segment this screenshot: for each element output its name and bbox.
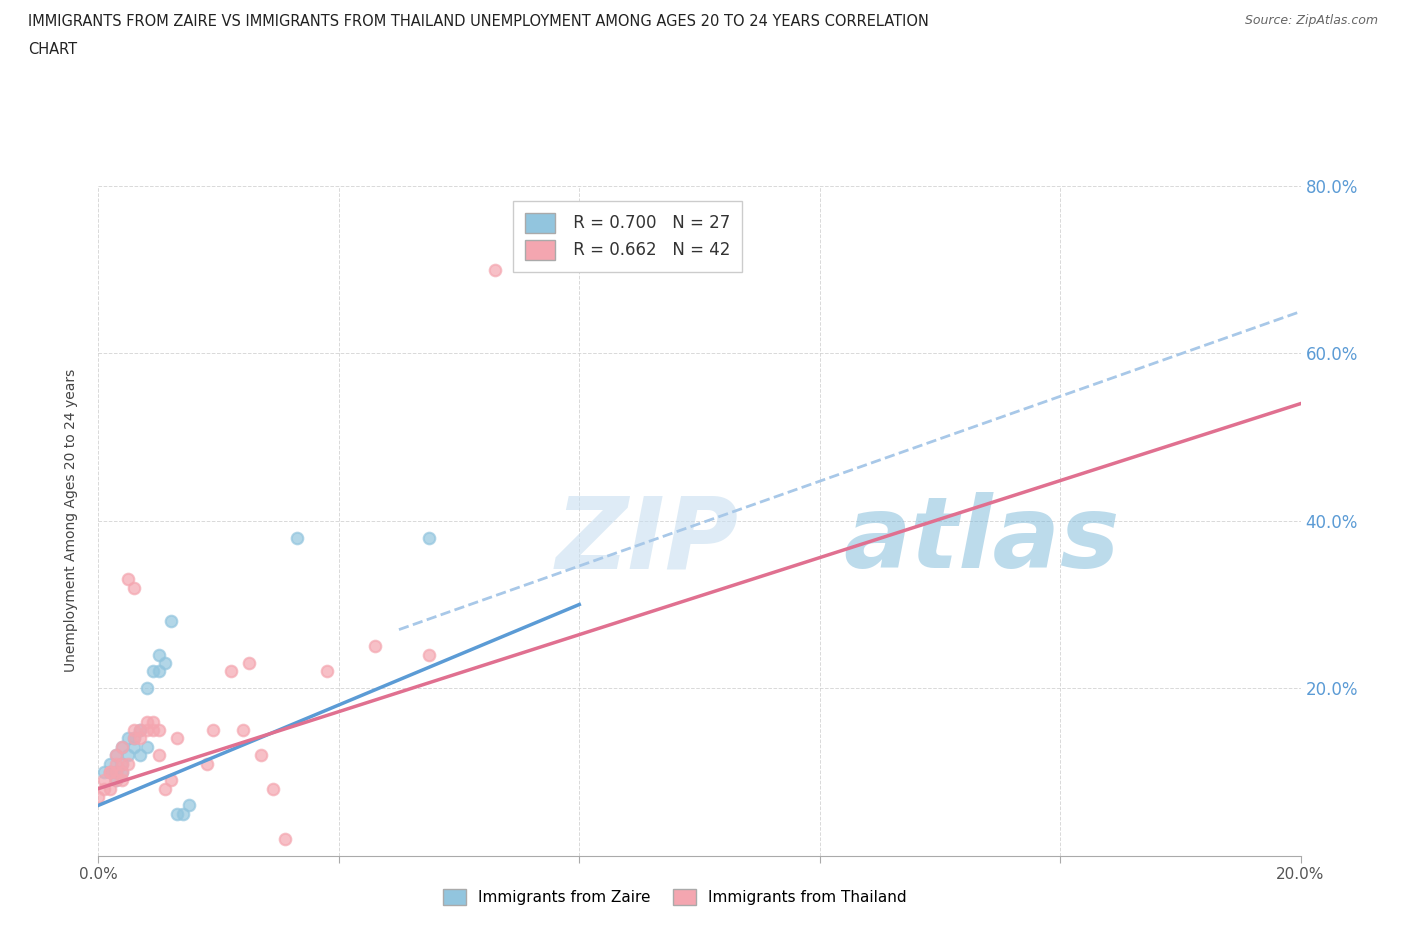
Text: IMMIGRANTS FROM ZAIRE VS IMMIGRANTS FROM THAILAND UNEMPLOYMENT AMONG AGES 20 TO : IMMIGRANTS FROM ZAIRE VS IMMIGRANTS FROM… (28, 14, 929, 29)
Point (249, 748, 271, 763)
Point (153, 781, 176, 796)
Point (364, 639, 387, 654)
Point (159, 773, 181, 788)
Point (105, 748, 128, 763)
Point (100, 764, 122, 779)
Point (129, 723, 152, 737)
Point (153, 656, 176, 671)
Point (141, 723, 163, 737)
Point (93, 773, 115, 788)
Point (166, 806, 188, 821)
Point (105, 764, 128, 779)
Point (105, 773, 128, 788)
Point (135, 723, 157, 737)
Point (105, 748, 128, 763)
Point (159, 614, 181, 629)
Point (124, 580, 146, 595)
Point (238, 656, 260, 671)
Point (124, 731, 146, 746)
Point (262, 781, 284, 796)
Point (105, 773, 128, 788)
Point (117, 748, 139, 763)
Point (100, 764, 122, 779)
Point (418, 530, 440, 545)
Point (484, 262, 506, 277)
Point (93, 781, 115, 796)
Point (129, 723, 152, 737)
Point (148, 647, 170, 662)
Text: atlas: atlas (844, 492, 1121, 590)
Point (232, 723, 254, 737)
Point (87, 790, 110, 804)
Point (111, 756, 134, 771)
Text: Source: ZipAtlas.com: Source: ZipAtlas.com (1244, 14, 1378, 27)
Point (93, 764, 115, 779)
Point (111, 764, 134, 779)
Point (100, 764, 122, 779)
Point (117, 731, 139, 746)
Point (105, 764, 128, 779)
Point (100, 781, 122, 796)
Point (148, 723, 170, 737)
Point (135, 681, 157, 696)
Point (105, 756, 128, 771)
Legend: Immigrants from Zaire, Immigrants from Thailand: Immigrants from Zaire, Immigrants from T… (434, 882, 915, 913)
Point (111, 739, 134, 754)
Point (111, 756, 134, 771)
Point (285, 530, 308, 545)
Point (195, 756, 218, 771)
Point (111, 764, 134, 779)
Point (124, 731, 146, 746)
Point (141, 664, 163, 679)
Y-axis label: Unemployment Among Ages 20 to 24 years: Unemployment Among Ages 20 to 24 years (63, 369, 77, 672)
Point (201, 723, 224, 737)
Point (117, 756, 139, 771)
Point (129, 731, 152, 746)
Point (315, 664, 337, 679)
Point (219, 664, 242, 679)
Point (141, 714, 163, 729)
Point (129, 748, 152, 763)
Point (274, 831, 297, 846)
Point (172, 806, 194, 821)
Point (166, 731, 188, 746)
Point (177, 798, 200, 813)
Point (135, 739, 157, 754)
Text: ZIP: ZIP (555, 492, 738, 590)
Point (100, 756, 122, 771)
Point (148, 664, 170, 679)
Point (111, 773, 134, 788)
Point (124, 723, 146, 737)
Point (111, 739, 134, 754)
Legend:  R = 0.700   N = 27,  R = 0.662   N = 42: R = 0.700 N = 27, R = 0.662 N = 42 (513, 201, 742, 272)
Point (148, 748, 170, 763)
Point (418, 647, 440, 662)
Point (124, 739, 146, 754)
Point (135, 714, 157, 729)
Point (117, 572, 139, 587)
Text: CHART: CHART (28, 42, 77, 57)
